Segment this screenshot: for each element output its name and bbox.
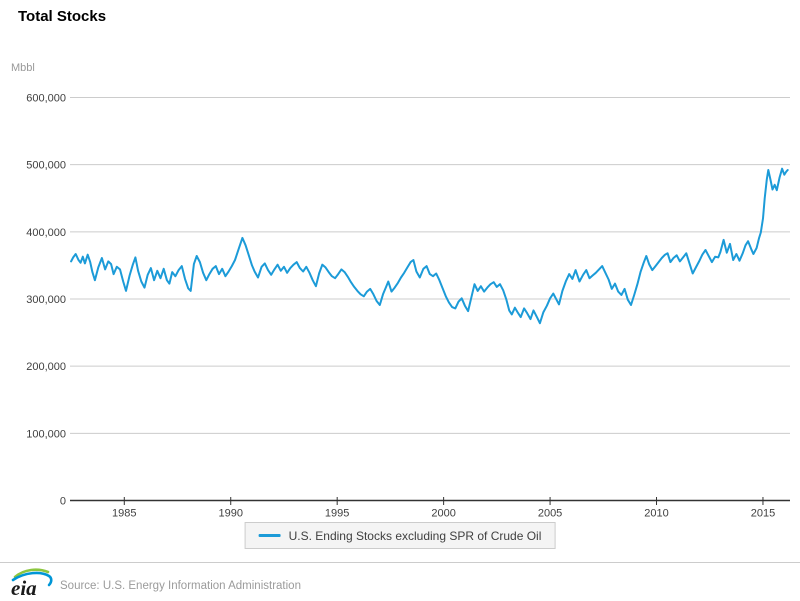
data-series-line [70,167,789,325]
y-tick-label: 500,000 [26,160,66,172]
legend-item[interactable]: U.S. Ending Stocks excluding SPR of Crud… [258,528,542,543]
y-tick-label: 600,000 [26,93,66,105]
x-tick-label: 1985 [112,508,136,520]
y-tick-label: 300,000 [26,294,66,306]
source-text: Source: U.S. Energy Information Administ… [60,580,301,592]
legend-line-swatch [258,534,281,537]
page-title: Total Stocks [18,8,107,25]
chart-legend: U.S. Ending Stocks excluding SPR of Crud… [244,522,556,549]
eia-logo-text: eia [11,576,37,600]
legend-label: U.S. Ending Stocks excluding SPR of Crud… [288,528,542,543]
y-tick-label: 400,000 [26,227,66,239]
x-tick-label: 2015 [751,508,775,520]
footer: eia Source: U.S. Energy Information Admi… [0,562,800,601]
x-tick-label: 1995 [325,508,349,520]
y-tick-label: 200,000 [26,361,66,373]
y-tick-label: 0 [60,496,66,508]
x-tick-label: 2000 [431,508,455,520]
x-tick-label: 1990 [218,508,242,520]
y-tick-label: 100,000 [26,428,66,440]
eia-logo-icon: eia [11,568,53,600]
x-tick-label: 2005 [538,508,562,520]
x-tick-label: 2010 [644,508,668,520]
y-axis-unit-label: Mbbl [11,62,35,74]
